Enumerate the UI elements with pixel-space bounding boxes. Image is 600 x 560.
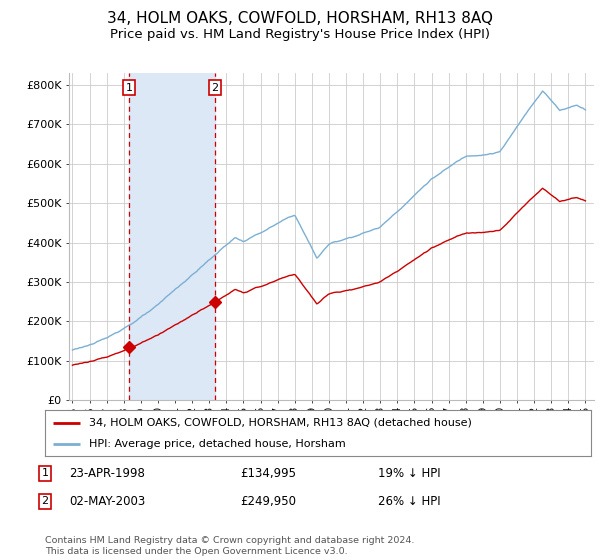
Text: 34, HOLM OAKS, COWFOLD, HORSHAM, RH13 8AQ: 34, HOLM OAKS, COWFOLD, HORSHAM, RH13 8A… — [107, 11, 493, 26]
Text: 1: 1 — [41, 468, 49, 478]
Text: 34, HOLM OAKS, COWFOLD, HORSHAM, RH13 8AQ (detached house): 34, HOLM OAKS, COWFOLD, HORSHAM, RH13 8A… — [89, 418, 472, 428]
Text: 19% ↓ HPI: 19% ↓ HPI — [378, 466, 440, 480]
Text: £249,950: £249,950 — [240, 494, 296, 508]
Text: 1: 1 — [125, 82, 133, 92]
Text: 2: 2 — [211, 82, 218, 92]
Text: HPI: Average price, detached house, Horsham: HPI: Average price, detached house, Hors… — [89, 439, 346, 449]
Text: 23-APR-1998: 23-APR-1998 — [69, 466, 145, 480]
Text: 02-MAY-2003: 02-MAY-2003 — [69, 494, 145, 508]
Bar — [129, 73, 215, 400]
Text: £134,995: £134,995 — [240, 466, 296, 480]
Text: 26% ↓ HPI: 26% ↓ HPI — [378, 494, 440, 508]
Text: Price paid vs. HM Land Registry's House Price Index (HPI): Price paid vs. HM Land Registry's House … — [110, 28, 490, 41]
Text: Contains HM Land Registry data © Crown copyright and database right 2024.
This d: Contains HM Land Registry data © Crown c… — [45, 536, 415, 556]
Text: 2: 2 — [41, 496, 49, 506]
